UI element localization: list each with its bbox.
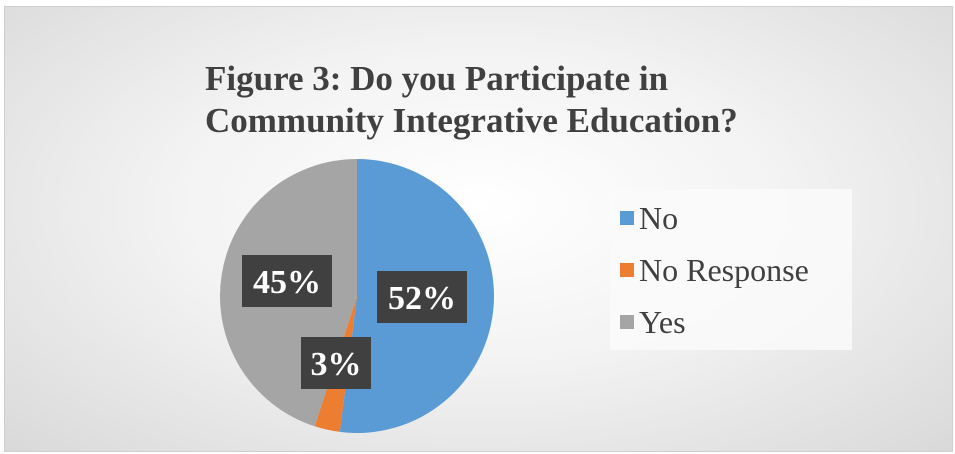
data-label-text: 52% <box>388 280 456 317</box>
data-label-background <box>242 255 332 307</box>
data-label-no-response: 3% <box>301 337 371 389</box>
chart-legend: No No Response Yes <box>610 189 852 350</box>
legend-swatch <box>620 315 634 329</box>
legend-swatch <box>620 263 634 277</box>
legend-swatch <box>620 211 634 225</box>
data-label-text: 3% <box>311 346 362 383</box>
data-label-no: 52% <box>377 271 467 323</box>
legend-label: No <box>639 199 679 236</box>
pie-data-labels: 52% 3% 45% <box>242 255 467 389</box>
chart-title: Figure 3: Do you Participate in Communit… <box>205 59 738 140</box>
legend-item-no: No <box>620 198 678 238</box>
data-label-background <box>377 271 467 323</box>
legend-label: Yes <box>639 303 686 340</box>
data-label-text: 45% <box>253 264 321 301</box>
data-label-yes: 45% <box>242 255 332 307</box>
data-label-background <box>301 337 371 389</box>
legend-item-no-response: No Response <box>620 250 809 290</box>
legend-label: No Response <box>639 251 809 288</box>
legend-item-yes: Yes <box>620 302 686 342</box>
